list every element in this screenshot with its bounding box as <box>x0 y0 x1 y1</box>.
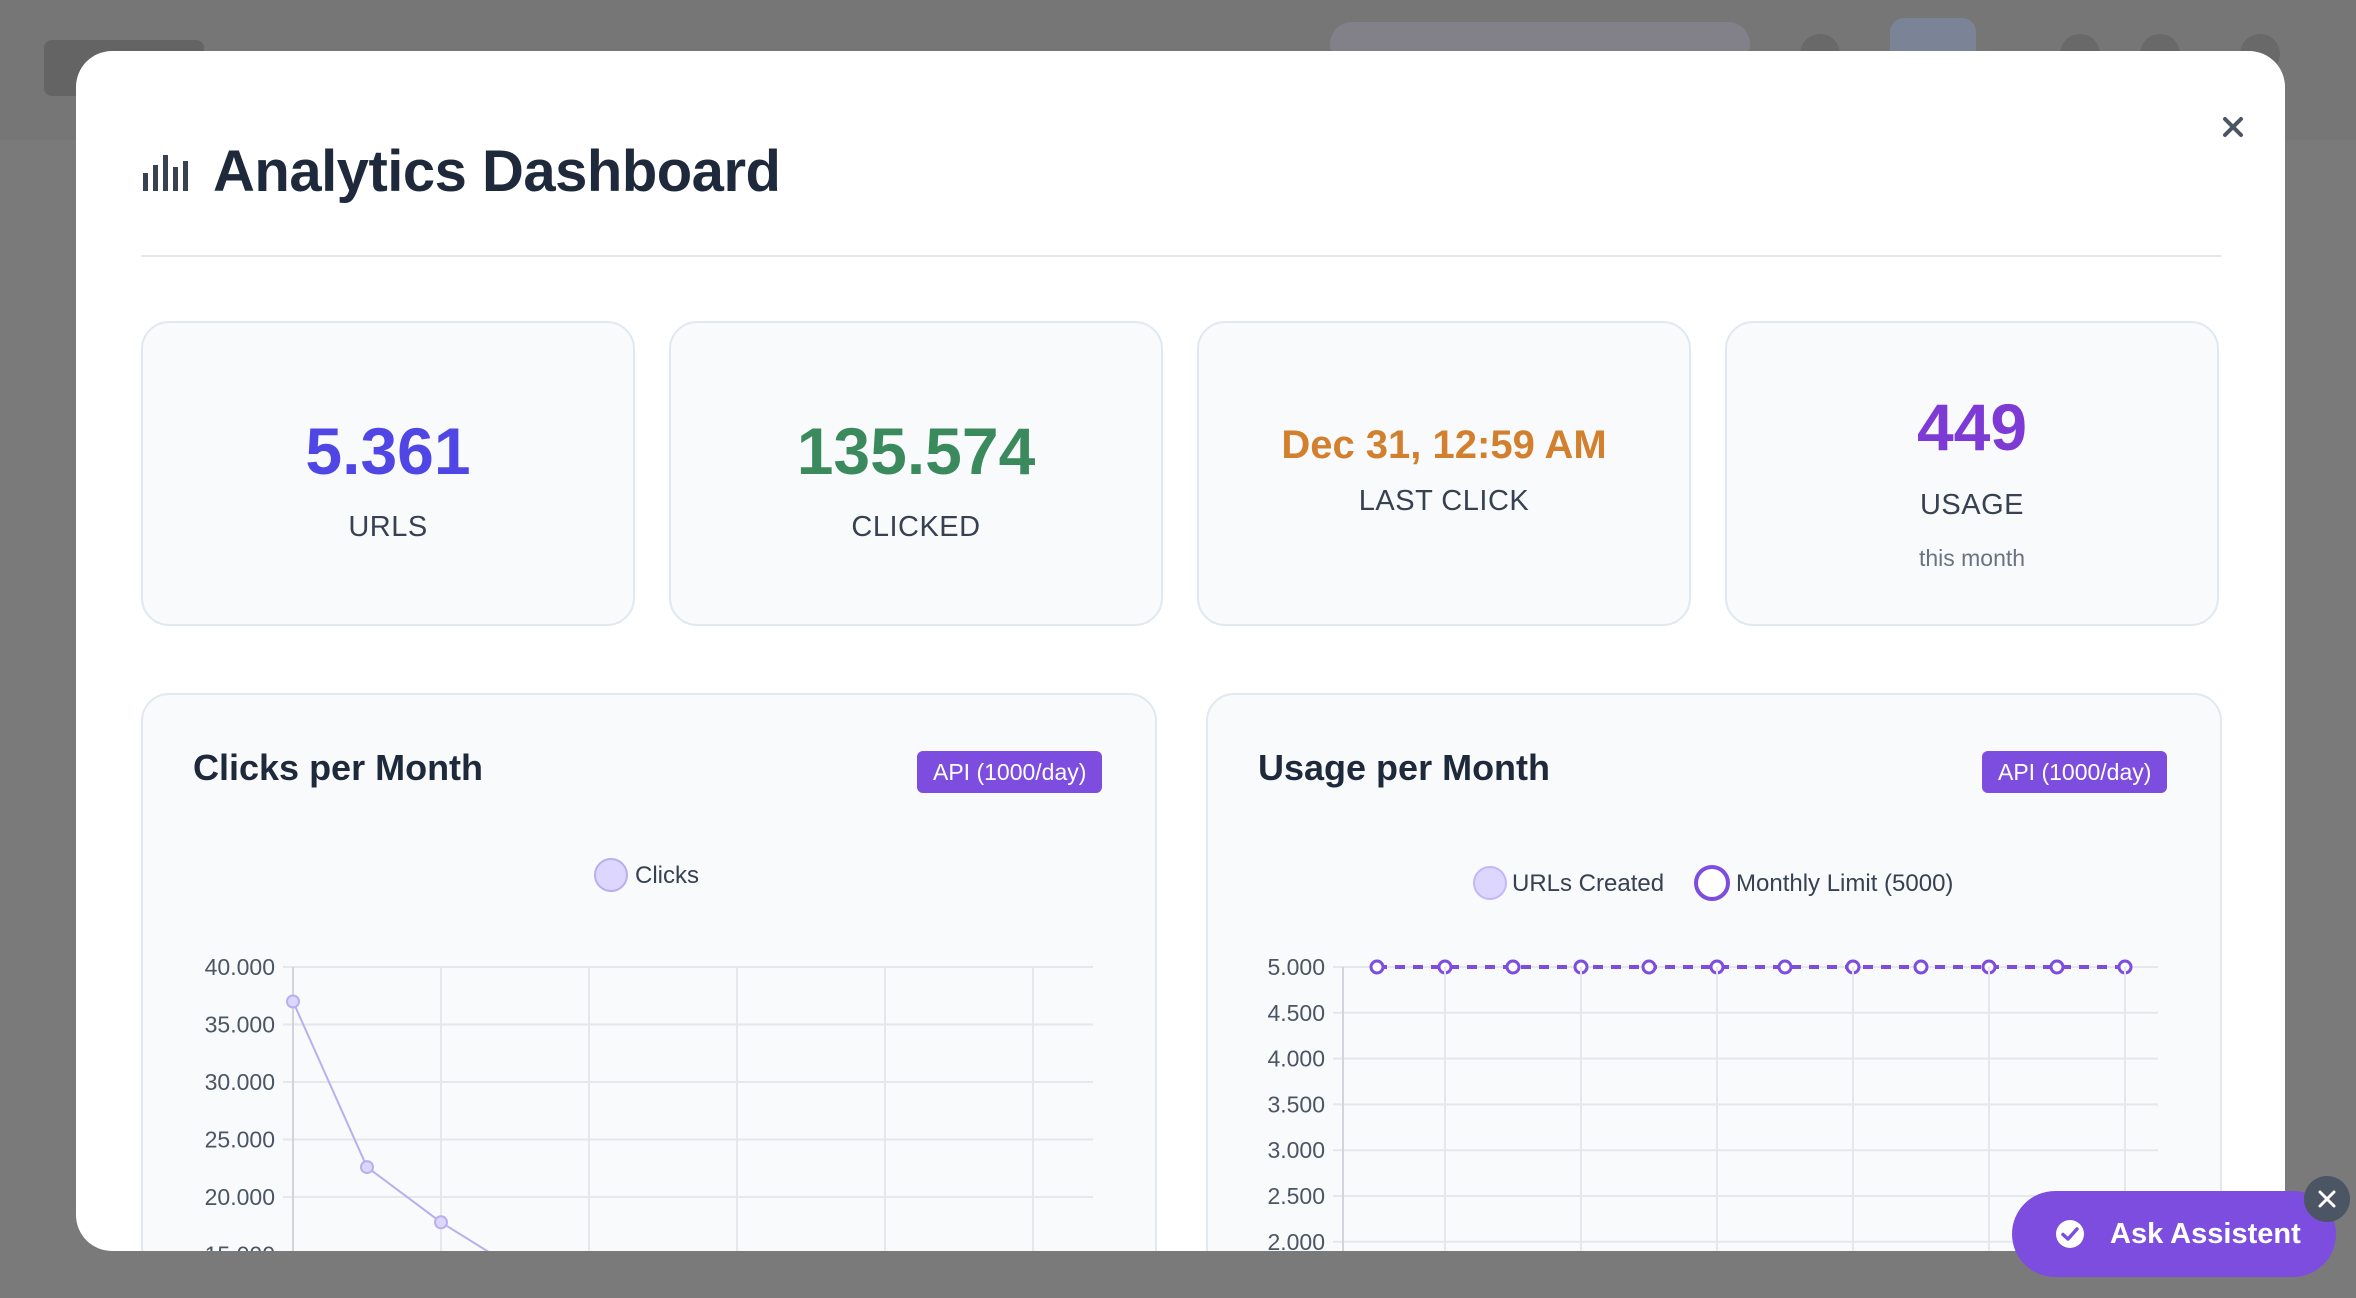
y-tick-label: 15.000 <box>205 1242 275 1252</box>
y-tick-label: 40.000 <box>205 954 275 980</box>
dismiss-assistant-button[interactable] <box>2304 1176 2350 1222</box>
y-tick-label: 30.000 <box>205 1069 275 1095</box>
y-tick-label: 2.500 <box>1267 1183 1325 1209</box>
data-point <box>1913 959 1929 975</box>
y-tick-label: 4.000 <box>1267 1046 1325 1072</box>
legend-label: Monthly Limit (5000) <box>1736 870 1953 897</box>
stat-card-clicked: 135.574 CLICKED <box>669 321 1163 626</box>
close-icon <box>2318 1190 2336 1208</box>
stat-value: 135.574 <box>796 414 1036 488</box>
stat-card-urls: 5.361 URLS <box>141 321 635 626</box>
stat-label: LAST CLICK <box>1358 485 1530 517</box>
data-point <box>1505 959 1521 975</box>
stat-label: URLS <box>348 511 428 543</box>
analytics-modal: Analytics Dashboard 5.361 URLS 135.574 C… <box>76 51 2285 1251</box>
stat-value: 449 <box>1916 390 2028 464</box>
page-title: Analytics Dashboard <box>213 138 781 204</box>
stat-value: 5.361 <box>305 414 471 488</box>
usage-chart: URLs Created Monthly Limit (5000) 5.000 4.5… <box>1267 865 2158 1251</box>
api-badge[interactable]: API (1000/day) <box>917 751 1103 793</box>
y-tick-label: 4.500 <box>1267 1000 1325 1026</box>
legend-swatch <box>1473 866 1507 900</box>
stat-card-last-click: Dec 31, 12:59 AM LAST CLICK <box>1197 321 1691 626</box>
api-badge[interactable]: API (1000/day) <box>1982 751 2168 793</box>
header-divider <box>141 255 2222 257</box>
modal-header: Analytics Dashboard <box>141 131 781 211</box>
ask-assistant-button[interactable]: Ask Assistent <box>2012 1191 2336 1277</box>
stat-label: USAGE <box>1919 489 2025 521</box>
y-tick-label: 35.000 <box>205 1012 275 1038</box>
y-tick-label: 3.500 <box>1267 1091 1325 1117</box>
stat-value: Dec 31, 12:59 AM <box>1281 423 1607 467</box>
data-point <box>434 1215 448 1230</box>
stat-label: CLICKED <box>851 511 981 543</box>
y-tick-label: 20.000 <box>205 1184 275 1210</box>
y-tick-label: 5.000 <box>1267 954 1325 980</box>
usage-chart-card: Usage per Month API (1000/day) URLs Crea… <box>1206 693 2222 1251</box>
clicks-chart: Clicks 40.000 35.000 30.000 25.000 20.000 15.0… <box>205 858 1093 1252</box>
data-point <box>1369 959 1385 975</box>
data-point <box>360 1160 374 1175</box>
y-tick-label: 2.000 <box>1267 1229 1325 1251</box>
y-tick-label: 25.000 <box>205 1127 275 1153</box>
close-icon <box>2223 117 2243 137</box>
close-modal-button[interactable] <box>2202 101 2252 151</box>
chart-title: Usage per Month <box>1258 747 1551 788</box>
legend-label: Clicks <box>635 862 699 889</box>
data-point <box>2049 959 2065 975</box>
y-tick-label: 3.000 <box>1267 1137 1325 1163</box>
stat-card-usage: 449 USAGE this month <box>1725 321 2219 626</box>
chart-title: Clicks per Month <box>193 747 484 788</box>
stat-sublabel: this month <box>1918 545 2026 571</box>
check-circle-icon <box>2056 1220 2084 1248</box>
legend-label: URLs Created <box>1512 870 1664 897</box>
legend-swatch <box>1694 865 1730 901</box>
bar-chart-icon <box>143 155 188 191</box>
data-point <box>1641 959 1657 975</box>
assistant-label: Ask Assistent <box>2110 1217 2301 1250</box>
data-point <box>286 994 300 1009</box>
clicks-chart-card: Clicks per Month API (1000/day) Clicks 40… <box>141 693 1157 1251</box>
data-point <box>1777 959 1793 975</box>
legend-swatch <box>594 858 628 892</box>
